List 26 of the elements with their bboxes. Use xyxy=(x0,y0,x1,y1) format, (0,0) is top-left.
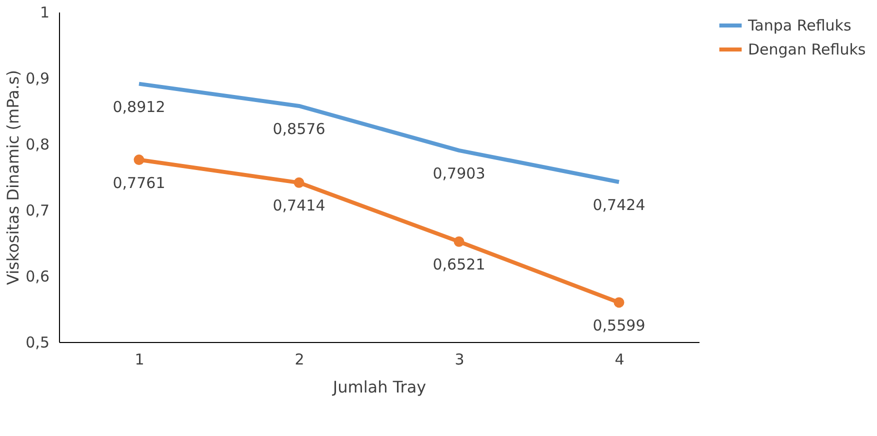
y-tick-label: 0,9 xyxy=(26,70,50,88)
data-label: 0,6521 xyxy=(432,256,486,274)
data-label: 0,5599 xyxy=(592,316,646,334)
legend-label: Dengan Refluks xyxy=(748,40,866,58)
y-axis-title: Viskositas Dinamic (mPa.s) xyxy=(4,70,23,285)
point xyxy=(614,297,624,308)
y-tick-label: 0,6 xyxy=(26,268,50,286)
point xyxy=(134,154,144,166)
data-label: 0,7903 xyxy=(432,164,486,182)
y-tick-label: 1 xyxy=(40,4,50,22)
data-label: 0,8912 xyxy=(112,98,166,116)
data-label: 0,7424 xyxy=(592,196,646,214)
y-tick-label: 0,5 xyxy=(26,334,50,352)
data-label: 0,7761 xyxy=(112,174,166,192)
x-tick-label: 2 xyxy=(294,350,304,368)
data-label: 0,8576 xyxy=(272,120,326,138)
x-tick-label: 3 xyxy=(454,350,464,368)
data-label: 0,7414 xyxy=(272,196,326,215)
point xyxy=(294,177,304,188)
x-tick-label: 4 xyxy=(614,350,624,368)
x-tick-label: 1 xyxy=(134,350,144,368)
y-tick-label: 0,7 xyxy=(26,202,50,220)
point xyxy=(454,236,464,247)
x-axis-title: Jumlah Tray xyxy=(332,378,426,396)
y-tick-label: 0,8 xyxy=(26,136,50,154)
legend-label: Tanpa Refluks xyxy=(747,16,852,34)
